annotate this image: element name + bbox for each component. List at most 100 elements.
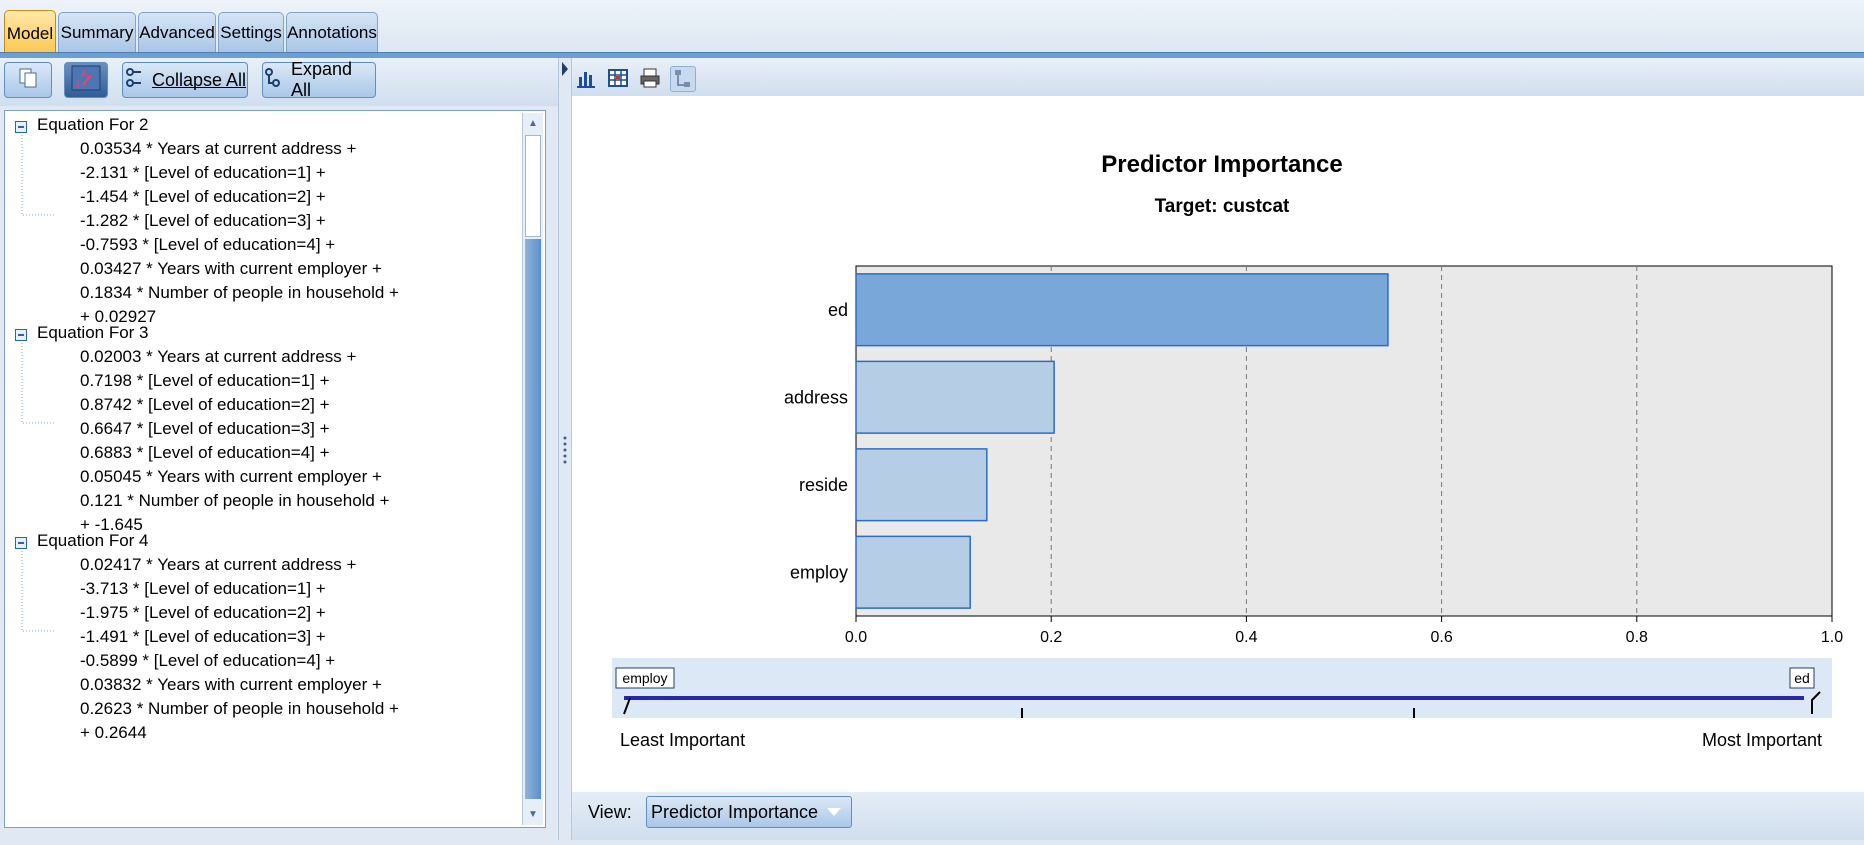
most-important-label: Most Important xyxy=(1702,730,1822,750)
view-selected-value: Predictor Importance xyxy=(651,801,819,822)
equation-term: -3.713 * [Level of education=1] + xyxy=(80,579,326,598)
svg-text:A: A xyxy=(81,69,88,80)
equation-term: 0.8742 * [Level of education=2] + xyxy=(80,395,330,414)
scale-min-box xyxy=(615,667,675,689)
equation-term: -1.975 * [Level of education=2] + xyxy=(80,603,326,622)
equation-term: 0.02417 * Years at current address + xyxy=(80,555,357,574)
importance-scale xyxy=(612,658,1832,718)
view-label: View: xyxy=(588,802,632,822)
chart-panel: Predictor Importance Target: custcat ed a… xyxy=(572,96,1864,792)
collapse-all-button[interactable]: Collapse All xyxy=(122,62,248,98)
equation-term: -0.7593 * [Level of education=4] + xyxy=(80,235,336,254)
equation-term: + 0.2644 xyxy=(80,723,147,742)
tab-summary[interactable]: Summary xyxy=(58,12,136,52)
equation-term: 0.1834 * Number of people in household + xyxy=(80,283,399,302)
scroll-up-icon[interactable]: ▲ xyxy=(528,117,538,129)
category-labels: ed address reside employ xyxy=(784,300,848,583)
equation-term: -1.454 * [Level of education=2] + xyxy=(80,187,326,206)
chevron-down-icon xyxy=(827,808,841,816)
print-icon[interactable] xyxy=(638,66,662,90)
chart-icon[interactable] xyxy=(574,66,598,90)
collapse-node-icon[interactable] xyxy=(15,329,27,341)
tab-label: Settings xyxy=(220,22,282,42)
equation-term: 0.121 * Number of people in household + xyxy=(80,491,390,510)
equation-term: 0.7198 * [Level of education=1] + xyxy=(80,371,330,390)
equation-term: 0.05045 * Years with current employer + xyxy=(80,467,382,486)
tab-label: Model xyxy=(6,23,54,43)
copy-button[interactable] xyxy=(4,62,52,98)
bar-address[interactable] xyxy=(855,360,1055,434)
tab-settings[interactable]: Settings xyxy=(218,12,284,52)
scrollbar-track[interactable] xyxy=(525,239,541,799)
right-toolbar xyxy=(572,58,1864,96)
scale-min-label: employ xyxy=(622,670,667,686)
expand-all-button[interactable]: Expand All xyxy=(262,59,376,100)
equation-term: 0.6883 * [Level of education=4] + xyxy=(80,443,330,462)
x-tick-label: 1.0 xyxy=(1821,629,1843,646)
expand-all-label: Expand All xyxy=(291,59,353,100)
chart-subtitle: Target: custcat xyxy=(1155,196,1290,217)
tree-icon[interactable] xyxy=(670,66,696,92)
equation-term: + -1.645 xyxy=(80,515,143,534)
equation-title: Equation For 3 xyxy=(37,323,149,342)
chart-title: Predictor Importance xyxy=(1101,151,1342,178)
table-icon[interactable] xyxy=(606,66,630,90)
equation-term: 0.03427 * Years with current employer + xyxy=(80,259,382,278)
x-tick-label: 0.0 xyxy=(845,629,867,646)
equation-term: 0.2623 * Number of people in household + xyxy=(80,699,399,718)
tab-label: Summary xyxy=(60,22,134,42)
equation-term: 0.02003 * Years at current address + xyxy=(80,347,357,366)
collapse-node-icon[interactable] xyxy=(15,537,27,549)
collapse-node-icon[interactable] xyxy=(15,121,27,133)
least-important-label: Least Important xyxy=(620,730,745,750)
tree-connectors xyxy=(21,129,55,632)
scale-max-label: ed xyxy=(1794,670,1810,686)
equation-tree[interactable]: Equation For 2 0.03534 * Years at curren… xyxy=(4,110,546,828)
category-label-ed: ed xyxy=(828,300,848,320)
view-dropdown[interactable]: Predictor Importance xyxy=(646,796,852,828)
tab-annotations[interactable]: Annotations xyxy=(286,12,378,52)
x-tick-label: 0.6 xyxy=(1430,629,1452,646)
equation-title: Equation For 4 xyxy=(37,531,149,550)
equation-term: -1.282 * [Level of education=3] + xyxy=(80,211,326,230)
bar-employ[interactable] xyxy=(855,535,971,609)
equation-term: 0.03832 * Years with current employer + xyxy=(80,675,382,694)
scale-min-marker xyxy=(623,697,631,715)
tab-label: Annotations xyxy=(287,22,377,42)
equation-term: 0.6647 * [Level of education=3] + xyxy=(80,419,330,438)
category-label-reside: reside xyxy=(799,475,848,495)
tab-model[interactable]: Model xyxy=(4,10,56,56)
equation-title: Equation For 2 xyxy=(37,115,149,134)
scale-max-box xyxy=(1789,667,1815,689)
tab-label: Advanced xyxy=(139,22,215,42)
collapse-icon xyxy=(124,67,144,94)
svg-text:1: 1 xyxy=(75,79,81,90)
copy-icon xyxy=(17,67,39,94)
scroll-down-icon[interactable]: ▼ xyxy=(528,808,538,820)
equation-term: + 0.02927 xyxy=(80,307,157,326)
equation-term: 0.03534 * Years at current address + xyxy=(80,139,357,158)
equation-term: -0.5899 * [Level of education=4] + xyxy=(80,651,336,670)
equation-term: -1.491 * [Level of education=3] + xyxy=(80,627,326,646)
category-label-employ: employ xyxy=(790,562,848,582)
x-tick-label: 0.8 xyxy=(1626,629,1648,646)
bars xyxy=(855,273,1389,609)
bar-reside[interactable] xyxy=(855,448,988,522)
x-tick-label: 0.4 xyxy=(1235,629,1257,646)
expand-icon xyxy=(263,67,283,94)
x-tick-label: 0.2 xyxy=(1040,629,1062,646)
x-tick-labels: 0.0 0.2 0.4 0.6 0.8 1.0 xyxy=(845,616,1843,646)
pane-splitter[interactable] xyxy=(558,58,572,840)
vertical-scrollbar[interactable]: ▲ ▼ xyxy=(522,113,543,825)
predictor-importance-chart: Predictor Importance Target: custcat ed a… xyxy=(612,151,1843,750)
bar-ed[interactable] xyxy=(855,273,1389,347)
collapse-all-label: Collapse All xyxy=(151,69,247,90)
tab-advanced[interactable]: Advanced xyxy=(138,12,216,52)
equation-term: -2.131 * [Level of education=1] + xyxy=(80,163,326,182)
category-label-address: address xyxy=(784,387,848,407)
scale-max-marker xyxy=(1811,691,1821,714)
scrollbar-thumb[interactable] xyxy=(525,135,541,237)
tab-underline xyxy=(0,52,1864,59)
